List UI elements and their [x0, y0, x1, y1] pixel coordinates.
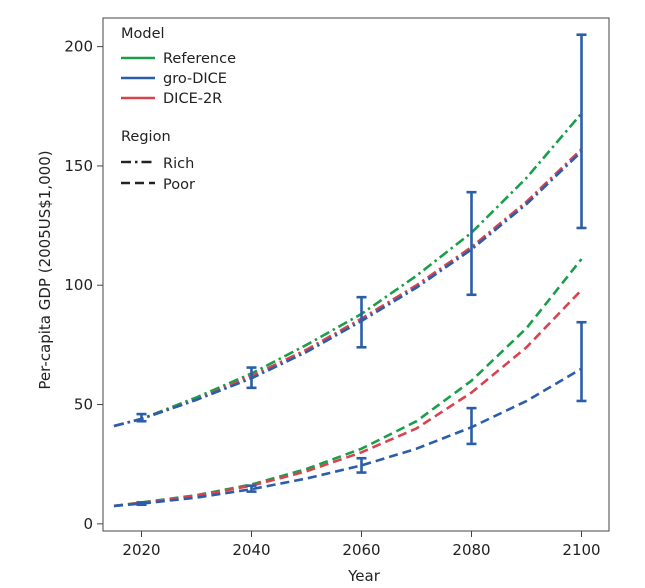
y-tick-label: 200	[64, 38, 93, 56]
legend-label-reference: Reference	[163, 51, 236, 67]
x-axis-title: Year	[347, 567, 381, 585]
legend-label-dice-2r: DICE-2R	[163, 91, 222, 107]
error-bar	[246, 366, 257, 390]
error-bar	[466, 406, 477, 446]
error-bar	[136, 501, 147, 507]
legend-label-poor: Poor	[163, 177, 195, 193]
error-bar	[246, 484, 257, 493]
x-tick-label: 2040	[232, 541, 270, 559]
error-bar	[136, 412, 147, 423]
y-tick-label: 100	[64, 276, 93, 294]
axis-ticks: 2020 2040 2060 2080 2100 0 50 100 150 200	[64, 38, 600, 559]
series-line-reference-poor	[113, 258, 583, 508]
series-line-dice-2r-poor	[113, 289, 583, 508]
error-bar	[466, 190, 477, 297]
series-line-gro-dice-rich	[113, 150, 583, 428]
legend-region-title: Region	[121, 129, 171, 145]
x-tick-label: 2060	[342, 541, 380, 559]
y-tick-label: 0	[83, 515, 93, 533]
series-line-gro-dice-poor	[113, 367, 583, 508]
x-tick-label: 2080	[452, 541, 490, 559]
series-lines	[113, 112, 583, 508]
error-bars	[136, 33, 587, 507]
error-bar	[576, 33, 587, 230]
error-bar	[356, 295, 367, 349]
y-axis-title: Per-capita GDP (2005US$1,000)	[36, 150, 54, 389]
legend-model-title: Model	[121, 26, 165, 42]
error-bar	[356, 456, 367, 474]
legend: Model Reference gro-DICE DICE-2R Region …	[121, 26, 236, 193]
y-tick-label: 50	[74, 396, 93, 414]
plot-frame	[102, 17, 610, 532]
x-tick-label: 2020	[122, 541, 160, 559]
series-line-reference-rich	[113, 112, 583, 428]
legend-label-gro-dice: gro-DICE	[163, 71, 227, 87]
series-line-dice-2r-rich	[113, 148, 583, 428]
error-bar	[576, 320, 587, 403]
y-tick-label: 150	[64, 157, 93, 175]
x-tick-label: 2100	[562, 541, 600, 559]
legend-label-rich: Rich	[163, 156, 194, 172]
